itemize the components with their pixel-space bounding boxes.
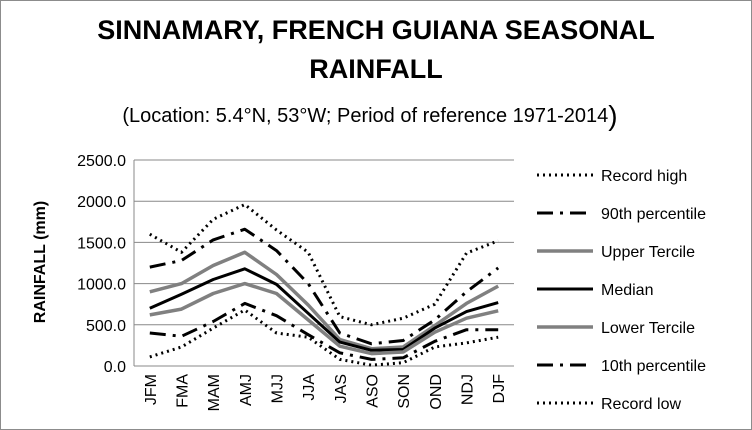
y-tick-labels: 0.0 500.0 1000.0 1500.0 2000.0 2500.0 [77, 153, 126, 376]
legend-label: 90th percentile [601, 206, 706, 223]
x-tick-label: SON [396, 374, 413, 409]
x-tick-label: ASO [365, 374, 382, 408]
chart-subtitle: (Location: 5.4°N, 53°W; Period of refere… [122, 100, 617, 131]
y-tick-label: 2000.0 [77, 194, 126, 211]
x-tick-label: JAS [333, 374, 350, 403]
x-tick-label: OND [428, 374, 445, 410]
series-lines [149, 203, 500, 367]
legend-label: Record low [601, 396, 681, 413]
legend-label: 10th percentile [601, 358, 706, 375]
x-tick-label: FMA [175, 374, 192, 408]
legend-label: Median [601, 282, 653, 299]
series-line-median [149, 267, 499, 352]
chart-subtitle-paren: ) [608, 100, 617, 131]
legend-label: Upper Tercile [601, 244, 695, 261]
y-tick-label: 1000.0 [77, 277, 126, 294]
x-tick-label: AMJ [238, 374, 255, 406]
x-tick-labels: JFM FMA MAM AMJ MJJ JJA JAS ASO SON OND NDJ DJF [143, 374, 508, 412]
y-tick-label: 2500.0 [77, 153, 126, 170]
y-tick-label: 0.0 [104, 359, 126, 376]
legend: Record high 90th percentile Upper Tercile M… [537, 168, 706, 413]
series-line-lower-tercile [149, 281, 499, 356]
series-line-upper-tercile [149, 250, 500, 351]
x-tick-label: MJJ [270, 374, 287, 403]
x-tick-label: JFM [143, 374, 160, 405]
x-tick-label: JJA [301, 374, 318, 401]
x-tick-label: NDJ [460, 374, 477, 405]
series-line-record-high [149, 203, 499, 327]
chart-title-line2: RAINFALL [309, 54, 442, 84]
y-tick-label: 1500.0 [77, 235, 126, 252]
x-tick-label: MAM [206, 374, 223, 411]
legend-label: Record high [601, 168, 687, 185]
y-axis-label: RAINFALL (mm) [32, 201, 49, 323]
x-tick-label: DJF [491, 374, 508, 404]
chart-subtitle-text: (Location: 5.4°N, 53°W; Period of refere… [122, 105, 608, 127]
legend-label: Lower Tercile [601, 320, 695, 337]
chart-title-line1: SINNAMARY, FRENCH GUIANA SEASONAL [97, 15, 655, 45]
y-tick-label: 500.0 [86, 318, 126, 335]
